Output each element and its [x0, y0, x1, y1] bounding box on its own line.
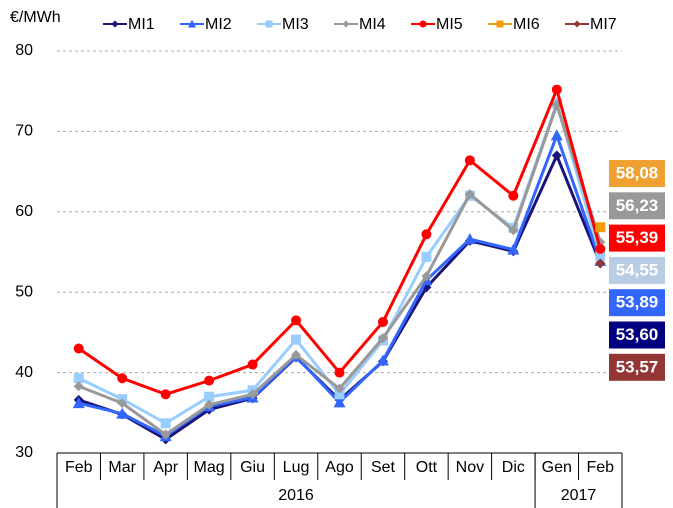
value-label-box	[609, 353, 665, 381]
data-point	[421, 271, 432, 282]
x-tick-label: Dic	[502, 459, 525, 476]
x-tick-label: Lug	[283, 459, 310, 476]
data-point	[508, 225, 519, 236]
data-point	[334, 383, 345, 394]
y-axis-label: €/MWh	[10, 9, 61, 26]
value-label: 53,89	[616, 293, 659, 312]
data-point	[421, 251, 432, 262]
data-point	[117, 398, 128, 409]
y-tick-label: 30	[15, 444, 33, 461]
data-point	[334, 367, 345, 378]
y-tick-label: 60	[15, 203, 33, 220]
data-point	[377, 316, 388, 327]
legend-label: MI1	[128, 16, 155, 33]
data-point	[376, 354, 389, 366]
value-label-box	[609, 224, 665, 252]
x-tick-label: Ott	[416, 459, 438, 476]
value-label: 53,57	[616, 357, 659, 376]
y-tick-label: 70	[15, 123, 33, 140]
y-tick-label: 80	[15, 42, 33, 59]
legend-label: MI5	[436, 16, 463, 33]
value-label: 55,39	[616, 228, 659, 247]
x-tick-label: Mag	[194, 459, 225, 476]
data-point	[116, 407, 129, 419]
data-point	[463, 233, 476, 245]
data-point	[551, 150, 562, 161]
data-point	[595, 258, 606, 269]
legend-label: MI3	[282, 16, 309, 33]
legend-marker	[111, 20, 119, 28]
data-point	[333, 396, 346, 408]
data-point	[595, 222, 606, 233]
data-point	[204, 399, 215, 410]
data-point	[291, 349, 302, 360]
data-point	[204, 375, 215, 386]
value-label-box	[609, 289, 665, 317]
data-point	[160, 418, 171, 429]
legend-marker	[496, 20, 504, 28]
value-label: 56,23	[616, 196, 659, 215]
legend-label: MI2	[205, 16, 232, 33]
value-label-box	[609, 321, 665, 349]
data-point	[464, 155, 475, 166]
data-point	[247, 389, 258, 400]
data-point	[73, 373, 84, 384]
series-line	[77, 84, 602, 396]
value-label-box	[609, 192, 665, 220]
data-point	[204, 391, 215, 402]
data-point	[551, 84, 562, 95]
x-tick-label: Mar	[108, 459, 136, 476]
value-label-box	[609, 256, 665, 284]
x-tick-label: Giu	[240, 459, 265, 476]
value-label: 58,08	[616, 163, 659, 182]
data-point	[72, 397, 85, 409]
data-point	[595, 250, 606, 261]
data-point	[73, 381, 84, 392]
x-tick-label: Nov	[456, 459, 484, 476]
data-point	[421, 229, 432, 240]
data-point	[334, 389, 345, 400]
data-point	[160, 429, 171, 440]
data-point	[508, 190, 519, 201]
data-point	[377, 333, 388, 344]
y-tick-label: 40	[15, 364, 33, 381]
value-label: 54,55	[616, 260, 659, 279]
data-point	[160, 389, 171, 400]
legend-marker	[265, 20, 273, 28]
x-tick-label: Set	[371, 459, 396, 476]
value-label-box	[609, 160, 665, 187]
x-tick-label: Feb	[586, 459, 614, 476]
data-point	[247, 359, 258, 370]
data-point	[507, 243, 520, 255]
x-tick-label: Ago	[325, 459, 354, 476]
legend-marker	[573, 20, 581, 28]
x-tick-label: Gen	[542, 459, 572, 476]
data-point	[291, 315, 302, 326]
data-point	[550, 129, 563, 141]
data-point	[291, 334, 302, 345]
legend-marker	[419, 20, 427, 28]
data-point	[73, 343, 84, 354]
group-label: 2017	[561, 487, 597, 504]
data-point	[595, 243, 606, 254]
data-point	[464, 189, 475, 200]
x-tick-label: Feb	[65, 459, 93, 476]
legend-label: MI4	[359, 16, 386, 33]
legend-marker	[187, 19, 197, 28]
value-label: 53,60	[616, 325, 659, 344]
y-tick-label: 50	[15, 283, 33, 300]
legend-label: MI7	[590, 16, 617, 33]
legend-label: MI6	[513, 16, 540, 33]
x-tick-label: Apr	[153, 459, 179, 476]
legend-marker	[342, 20, 350, 28]
data-point	[117, 373, 128, 384]
group-label: 2016	[278, 487, 314, 504]
